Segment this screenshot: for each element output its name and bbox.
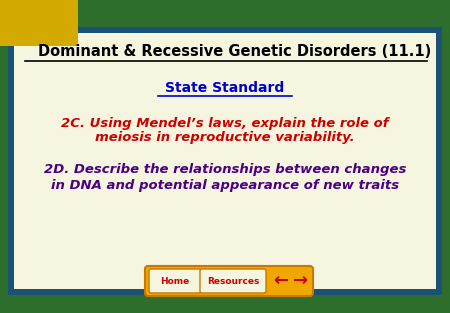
Text: →: → — [293, 272, 309, 290]
Text: ←: ← — [274, 272, 288, 290]
Text: 2C. Using Mendel’s laws, explain the role of: 2C. Using Mendel’s laws, explain the rol… — [61, 116, 389, 130]
FancyBboxPatch shape — [200, 269, 266, 293]
Text: State Standard: State Standard — [166, 81, 284, 95]
FancyBboxPatch shape — [145, 266, 313, 296]
FancyBboxPatch shape — [0, 0, 78, 46]
FancyBboxPatch shape — [8, 27, 442, 295]
FancyBboxPatch shape — [149, 269, 201, 293]
Text: in DNA and potential appearance of new traits: in DNA and potential appearance of new t… — [51, 178, 399, 192]
Text: Resources: Resources — [207, 276, 259, 285]
FancyBboxPatch shape — [14, 33, 436, 289]
Text: meiosis in reproductive variability.: meiosis in reproductive variability. — [95, 131, 355, 145]
Text: Dominant & Recessive Genetic Disorders (11.1): Dominant & Recessive Genetic Disorders (… — [38, 44, 432, 59]
Text: Home: Home — [160, 276, 189, 285]
Text: 2D. Describe the relationships between changes: 2D. Describe the relationships between c… — [44, 163, 406, 177]
